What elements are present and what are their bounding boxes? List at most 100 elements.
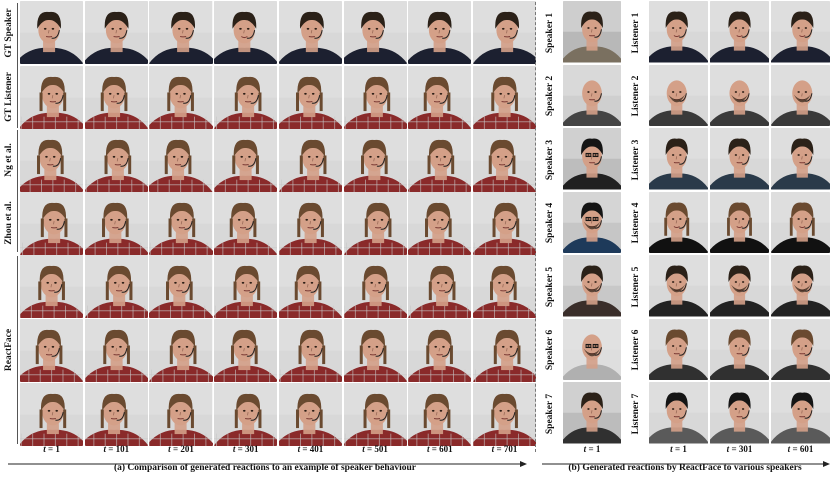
time-label: t = 101 [103,444,129,454]
time-variable: t [583,444,587,454]
listener-face-image [649,191,708,253]
left-face-image [343,383,407,447]
listener-face-image [771,128,830,190]
panel-divider [535,2,537,452]
left-face-image [472,383,537,447]
left-face-image [20,383,84,447]
left-face-image [214,255,278,319]
listener-face-image [771,382,830,444]
left-face-image [84,192,148,256]
speaker-face-image [563,255,621,317]
listener-face-image [710,255,769,317]
row-group-bracket [17,256,18,444]
left-face-image [472,66,537,130]
listener-label: Listener 4 [631,202,641,244]
listener-face-image [649,1,708,63]
speaker-label: Speaker 2 [545,76,555,117]
speaker-label: Speaker 3 [545,139,555,180]
time-label: t = 701 [492,444,518,454]
listener-label: Listener 7 [631,393,641,435]
time-label: t = 201 [168,444,194,454]
time-variable: t [297,444,301,454]
left-face-image [149,255,213,319]
left-caption: (a) Comparison of generated reactions to… [113,463,417,473]
left-face-image [20,192,84,256]
left-face-image [84,319,148,383]
left-face-image [408,192,472,256]
left-face-image [149,319,213,383]
left-face-image [84,129,148,193]
left-face-image [343,255,407,319]
left-face-image [149,1,213,65]
speaker-face-image [563,318,621,380]
left-face-image [343,1,407,65]
left-face-image [278,192,342,256]
left-face-image [472,319,537,383]
time-label: t = 1 [43,444,60,454]
right-time-axis-arrow [542,455,830,467]
time-variable: t [426,444,430,454]
time-value: = 101 [105,444,130,454]
speaker-label: Speaker 4 [545,203,555,244]
time-label: t = 601 [788,444,814,454]
left-face-image [278,319,342,383]
listener-label: Listener 6 [631,329,641,371]
left-face-image [214,192,278,256]
left-face-image [278,129,342,193]
row-label: GT Listener [4,72,14,122]
listener-label: Listener 3 [631,139,641,181]
left-face-image [278,1,342,65]
row-label: Ng et al. [4,143,14,177]
left-face-image [149,383,213,447]
time-value: = 701 [494,444,518,454]
listener-face-image [710,191,769,253]
time-value: = 301 [729,444,753,454]
time-variable: t [362,444,365,454]
listener-face-image [771,191,830,253]
time-variable: t [787,444,791,454]
time-variable: t [491,444,495,454]
left-panel: GT Speaker GT Listener Ng et al. Zhou et al… [4,1,537,473]
left-face-image [149,192,213,256]
left-face-image [472,255,537,319]
left-face-image [214,129,278,193]
time-value: = 601 [790,444,814,454]
left-face-image [84,66,148,130]
time-label: t = 501 [362,444,388,454]
time-label: t = 301 [233,444,259,454]
left-face-image [20,66,84,130]
time-value: = 601 [429,444,453,454]
left-face-image [20,129,84,193]
time-value: = 201 [170,444,194,454]
listener-face-image [771,1,830,63]
left-face-image [408,383,472,447]
listener-face-image [710,318,769,380]
listener-face-image [710,64,769,126]
left-face-image [214,1,278,65]
listener-face-image [649,382,708,444]
left-face-image [278,383,342,447]
listener-face-image [771,64,830,126]
row-group-bracket [17,130,18,252]
speaker-face-image [563,64,621,126]
listener-label: Listener 2 [631,75,641,117]
time-label: t = 401 [298,444,324,454]
speaker-face-image [563,1,621,63]
time-value: = 501 [364,444,388,454]
left-face-image [84,1,148,65]
listener-face-image [649,128,708,190]
time-label: t = 1 [670,444,687,454]
time-label: t = 1 [584,444,601,454]
listener-face-image [649,255,708,317]
left-face-image [20,319,84,383]
speaker-label: Speaker 5 [545,266,555,307]
time-variable: t [726,444,730,454]
left-face-image [20,255,84,319]
left-time-axis-arrow [8,455,528,467]
speaker-face-image [563,128,621,190]
left-face-image [278,66,342,130]
time-variable: t [670,444,673,454]
left-face-image [214,66,278,130]
right-caption: (b) Generated reactions by ReactFace to … [568,463,802,473]
time-label: t = 601 [427,444,453,454]
